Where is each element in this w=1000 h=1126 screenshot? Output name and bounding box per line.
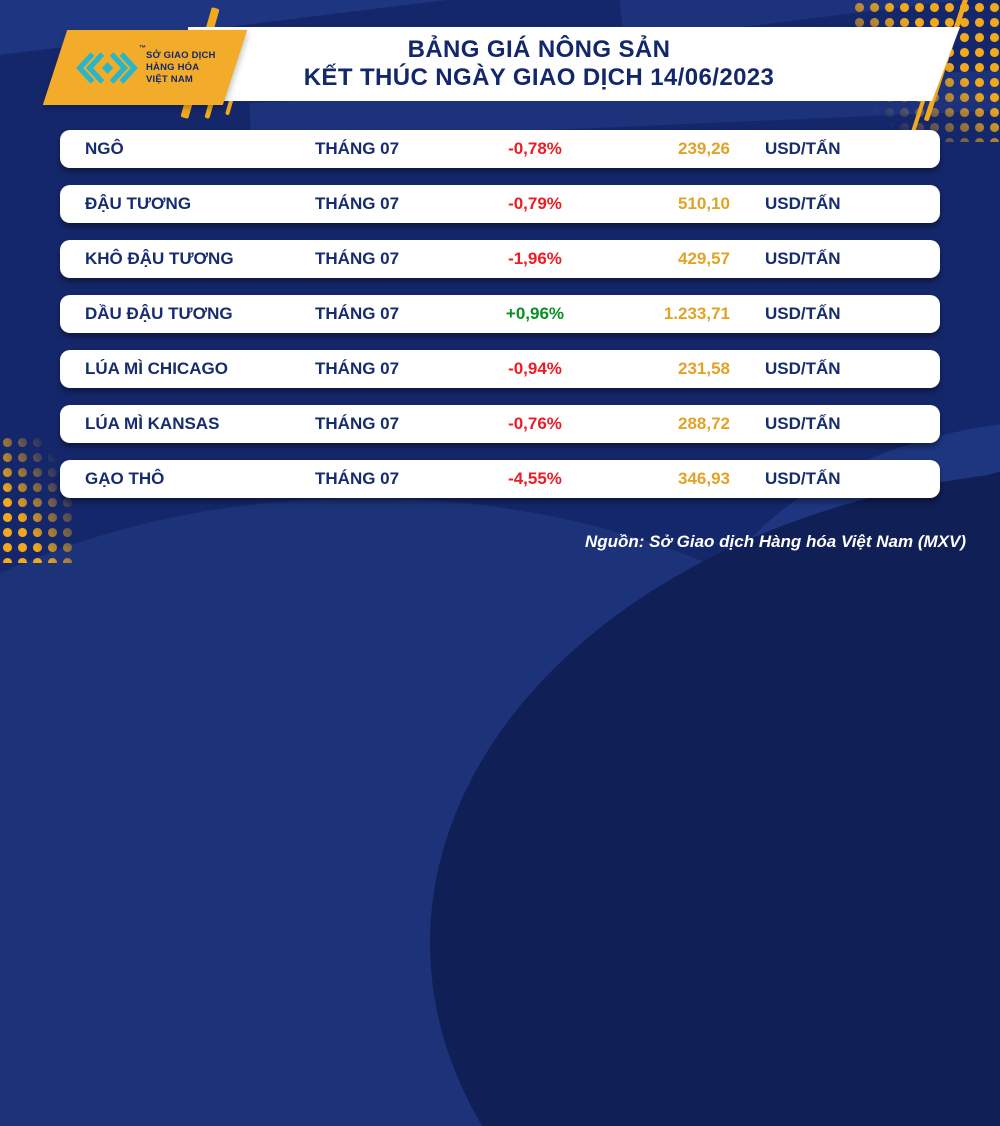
- mxv-logo: ™ SỞ GIAO DỊCH HÀNG HÓA VIỆT NAM: [42, 30, 248, 105]
- price-value: 1.233,71: [663, 304, 730, 323]
- commodity-name: ĐẬU TƯƠNG: [85, 194, 192, 213]
- price-unit: USD/TẤN: [765, 139, 841, 158]
- table-row: DẦU ĐẬU TƯƠNG THÁNG 07 +0,96% 1.233,71 U…: [60, 295, 940, 333]
- price-change: -0,76%: [508, 414, 562, 433]
- org-name-line1: SỞ GIAO DỊCH: [146, 49, 216, 61]
- price-change: +0,96%: [505, 304, 565, 323]
- contract-month: THÁNG 07: [315, 304, 400, 323]
- price-value: 239,26: [678, 139, 730, 158]
- table-row: LÚA MÌ CHICAGO THÁNG 07 -0,94% 231,58 US…: [60, 350, 940, 388]
- commodity-name: LÚA MÌ CHICAGO: [85, 359, 228, 378]
- commodity-name: NGÔ: [85, 139, 124, 158]
- table-row: KHÔ ĐẬU TƯƠNG THÁNG 07 -1,96% 429,57 USD…: [60, 240, 940, 278]
- commodity-name: KHÔ ĐẬU TƯƠNG: [85, 249, 234, 268]
- contract-month: THÁNG 07: [315, 249, 400, 268]
- price-rows: NGÔ THÁNG 07 -0,78% 239,26 USD/TẤN ĐẬU T…: [60, 130, 940, 498]
- price-change: -0,79%: [508, 194, 562, 213]
- commodity-name: DẦU ĐẬU TƯƠNG: [85, 304, 233, 323]
- table-row: NGÔ THÁNG 07 -0,78% 239,26 USD/TẤN: [60, 130, 940, 168]
- price-unit: USD/TẤN: [765, 414, 841, 433]
- title-banner: BẢNG GIÁ NÔNG SẢN KẾT THÚC NGÀY GIAO DỊC…: [188, 27, 960, 101]
- table-row: ĐẬU TƯƠNG THÁNG 07 -0,79% 510,10 USD/TẤN: [60, 185, 940, 223]
- mxv-chevron-icon: ™: [75, 45, 146, 89]
- source-credit: Nguồn: Sở Giao dịch Hàng hóa Việt Nam (M…: [584, 532, 966, 551]
- price-value: 288,72: [678, 414, 730, 433]
- price-change: -1,96%: [508, 249, 562, 268]
- table-row: LÚA MÌ KANSAS THÁNG 07 -0,76% 288,72 USD…: [60, 405, 940, 443]
- trademark-symbol: ™: [139, 44, 146, 52]
- price-unit: USD/TẤN: [765, 194, 841, 213]
- commodity-name: LÚA MÌ KANSAS: [85, 414, 220, 433]
- org-name-line2: HÀNG HÓA: [146, 61, 200, 73]
- page-title-line1: BẢNG GIÁ NÔNG SẢN: [407, 36, 671, 63]
- price-value: 510,10: [678, 194, 730, 213]
- price-unit: USD/TẤN: [765, 249, 841, 268]
- mxv-logo-inner: ™ SỞ GIAO DỊCH HÀNG HÓA VIỆT NAM: [55, 30, 235, 105]
- contract-month: THÁNG 07: [315, 414, 400, 433]
- contract-month: THÁNG 07: [315, 194, 400, 213]
- price-value: 346,93: [678, 469, 730, 488]
- halftone-dots-bottom-left: [0, 435, 72, 563]
- price-value: 429,57: [678, 249, 730, 268]
- price-value: 231,58: [678, 359, 730, 378]
- price-unit: USD/TẤN: [765, 304, 841, 323]
- price-unit: USD/TẤN: [765, 469, 841, 488]
- contract-month: THÁNG 07: [315, 469, 400, 488]
- contract-month: THÁNG 07: [315, 139, 400, 158]
- price-change: -0,94%: [508, 359, 562, 378]
- page-title-line2: KẾT THÚC NGÀY GIAO DỊCH 14/06/2023: [303, 64, 775, 91]
- price-unit: USD/TẤN: [765, 359, 841, 378]
- contract-month: THÁNG 07: [315, 359, 400, 378]
- org-name-line3: VIỆT NAM: [146, 73, 193, 85]
- mxv-logo-text: SỞ GIAO DỊCH HÀNG HÓA VIỆT NAM: [146, 50, 216, 86]
- price-change: -4,55%: [508, 469, 562, 488]
- table-row: GẠO THÔ THÁNG 07 -4,55% 346,93 USD/TẤN: [60, 460, 940, 498]
- commodity-name: GẠO THÔ: [85, 469, 165, 488]
- price-change: -0,78%: [508, 139, 562, 158]
